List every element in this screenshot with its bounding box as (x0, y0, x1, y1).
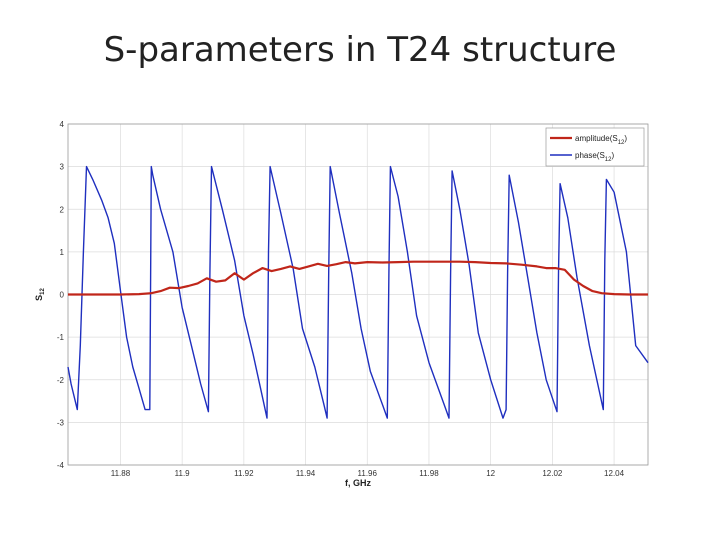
x-tick-label: 11.94 (296, 469, 316, 478)
legend-entry: amplitude(S12) (575, 134, 627, 146)
phase-series-line (67, 165, 649, 419)
y-tick-label: 4 (60, 120, 65, 129)
y-tick-label: 0 (60, 291, 65, 300)
legend: amplitude(S12) phase(S12) (545, 127, 645, 167)
slide-title: S-parameters in T24 structure (103, 30, 617, 70)
y-tick-label: -3 (57, 418, 65, 427)
legend-box (545, 127, 645, 167)
y-tick-label: 3 (60, 163, 65, 172)
x-tick-label: 11.96 (358, 469, 378, 478)
x-tick-label: 12.02 (542, 469, 563, 478)
x-tick-label: 12.04 (604, 469, 625, 478)
y-axis-label: S12 (34, 287, 46, 300)
x-tick-label: 11.98 (419, 469, 439, 478)
y-tick-label: -1 (57, 333, 65, 342)
x-tick-label: 11.92 (234, 469, 254, 478)
y-tick-label: -2 (57, 376, 65, 385)
y-tick-label: -4 (57, 461, 65, 470)
y-tick-label: 1 (60, 248, 65, 257)
amplitude-series-line (68, 260, 648, 296)
legend-entry: phase(S12) (575, 151, 614, 163)
x-tick-label: 11.88 (111, 469, 131, 478)
y-tick-label: 2 (60, 205, 65, 214)
x-tick-label: 12 (486, 469, 495, 478)
x-tick-label: 11.9 (175, 469, 191, 478)
x-axis-label: f, GHz (345, 478, 371, 488)
